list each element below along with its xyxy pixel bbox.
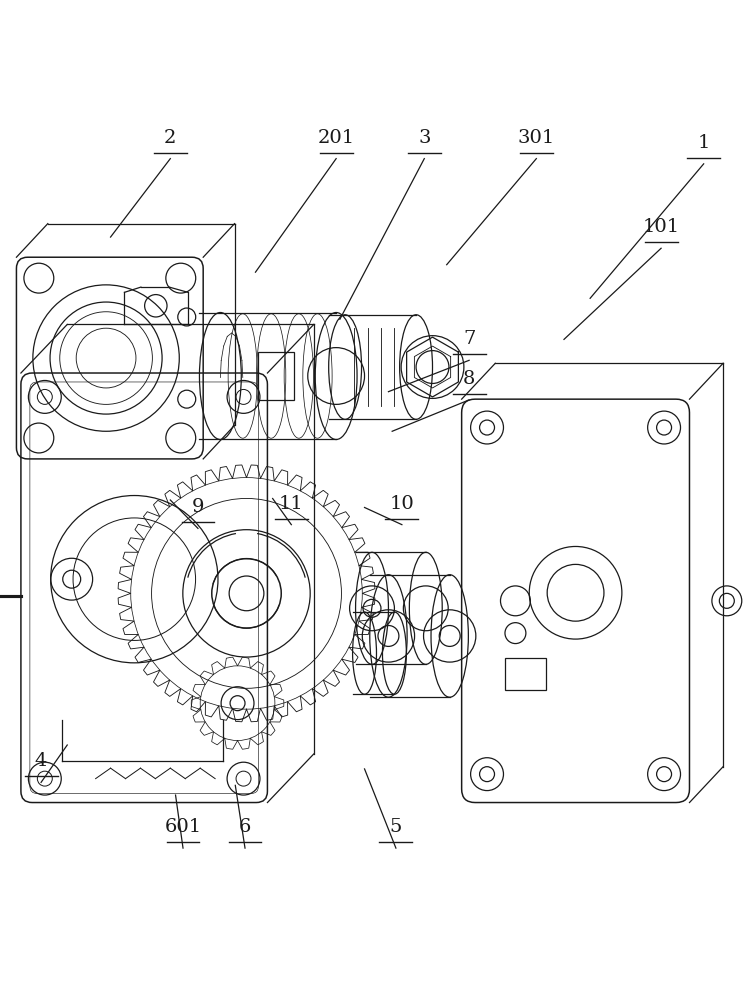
Text: 9: 9 [192, 498, 204, 516]
Bar [505, 658, 546, 690]
Text: 2: 2 [164, 129, 176, 147]
Text: 201: 201 [317, 129, 355, 147]
Text: 7: 7 [463, 330, 475, 348]
Text: 5: 5 [390, 818, 402, 836]
Text: 101: 101 [642, 218, 680, 236]
Bar [258, 352, 294, 400]
Text: 6: 6 [239, 818, 251, 836]
Text: 301: 301 [518, 129, 555, 147]
Text: 3: 3 [418, 129, 430, 147]
Text: 10: 10 [389, 495, 415, 513]
Text: 11: 11 [279, 495, 304, 513]
Text: 1: 1 [698, 134, 710, 152]
Text: 4: 4 [35, 752, 47, 770]
Text: 601: 601 [164, 818, 202, 836]
Text: 8: 8 [463, 370, 475, 388]
